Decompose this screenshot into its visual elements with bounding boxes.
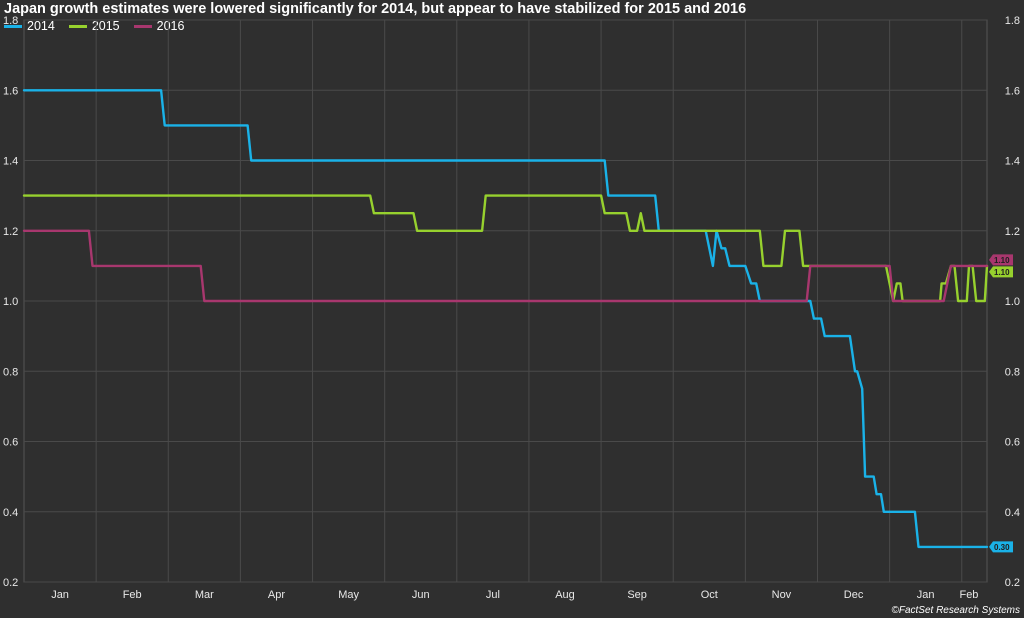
y-tick-label-right: 0.6 — [1005, 437, 1020, 449]
end-tag-label-2015: 1.10 — [994, 268, 1010, 277]
end-tag-2016 — [989, 254, 1013, 266]
y-tick-label-left: 1.8 — [3, 15, 18, 27]
x-tick-label: Mar — [195, 589, 214, 601]
legend-label-2014: 2014 — [27, 19, 55, 33]
y-tick-label-left: 0.2 — [3, 577, 18, 589]
legend-swatch-2014 — [4, 24, 22, 28]
series-lines — [22, 89, 989, 549]
y-tick-label-left: 0.6 — [3, 437, 18, 449]
x-tick-label: Oct — [701, 589, 718, 601]
end-tag-label-2014: 0.30 — [994, 543, 1010, 552]
y-tick-label-left: 1.2 — [3, 226, 18, 238]
x-tick-label: Feb — [959, 589, 978, 601]
legend-label-2015: 2015 — [91, 19, 120, 33]
y-axis-left: 0.2 0.4 0.6 0.8 1.0 1.2 1.4 1.6 1.8 — [3, 15, 18, 589]
y-tick-label-right: 1.8 — [1005, 15, 1020, 27]
y-tick-label-right: 1.0 — [1005, 296, 1020, 308]
legend-label-2016: 2016 — [156, 19, 185, 33]
y-tick-label-left: 0.8 — [3, 366, 18, 378]
y-tick-label-right: 0.2 — [1005, 577, 1020, 589]
x-tick-label: Nov — [772, 589, 792, 601]
x-tick-label: Apr — [268, 589, 285, 601]
y-tick-label-right: 1.2 — [1005, 226, 1020, 238]
x-tick-label: Dec — [844, 589, 864, 601]
x-tick-label: Feb — [123, 589, 142, 601]
end-tag-label-2016: 1.10 — [994, 256, 1010, 265]
legend-item-2016: 2016 — [133, 19, 185, 33]
y-tick-label-left: 1.0 — [3, 296, 18, 308]
end-labels: 0.30 1.10 1.10 — [989, 254, 1013, 553]
x-tick-label: Jan — [917, 589, 935, 601]
x-tick-label: Jan — [51, 589, 69, 601]
y-tick-label-left: 0.4 — [3, 507, 18, 519]
y-axis-right: 0.2 0.4 0.6 0.8 1.0 1.2 1.4 1.6 1.8 — [1005, 15, 1020, 589]
y-tick-label-right: 1.6 — [1005, 85, 1020, 97]
x-tick-label: Sep — [627, 589, 647, 601]
source-credit: ©FactSet Research Systems — [891, 605, 1020, 616]
x-tick-label: May — [338, 589, 359, 601]
series-line-2015 — [22, 194, 989, 303]
chart-title: Japan growth estimates were lowered sign… — [4, 1, 747, 17]
x-tick-label: Aug — [555, 589, 575, 601]
x-tick-label: Jul — [486, 589, 500, 601]
legend-item-2014: 2014 — [4, 19, 55, 33]
legend-item-2015: 2015 — [68, 19, 120, 33]
y-tick-label-left: 1.4 — [3, 156, 18, 168]
y-tick-label-right: 0.8 — [1005, 366, 1020, 378]
x-tick-label: Jun — [412, 589, 430, 601]
end-tag-2014 — [989, 541, 1013, 553]
series-line-2014 — [22, 89, 989, 549]
y-tick-label-left: 1.6 — [3, 85, 18, 97]
legend-swatch-2015 — [68, 24, 87, 28]
x-axis: Jan Feb Mar Apr May Jun Jul Aug Sep Oct Nov Dec Jan F… — [51, 589, 978, 601]
chart-legend: 2014 2015 2016 — [4, 19, 184, 33]
end-tag-2015 — [989, 266, 1013, 278]
legend-swatch-2016 — [133, 24, 152, 28]
y-tick-label-right: 1.4 — [1005, 156, 1020, 168]
y-tick-label-right: 0.4 — [1005, 507, 1020, 519]
series-line-2016 — [22, 229, 989, 303]
